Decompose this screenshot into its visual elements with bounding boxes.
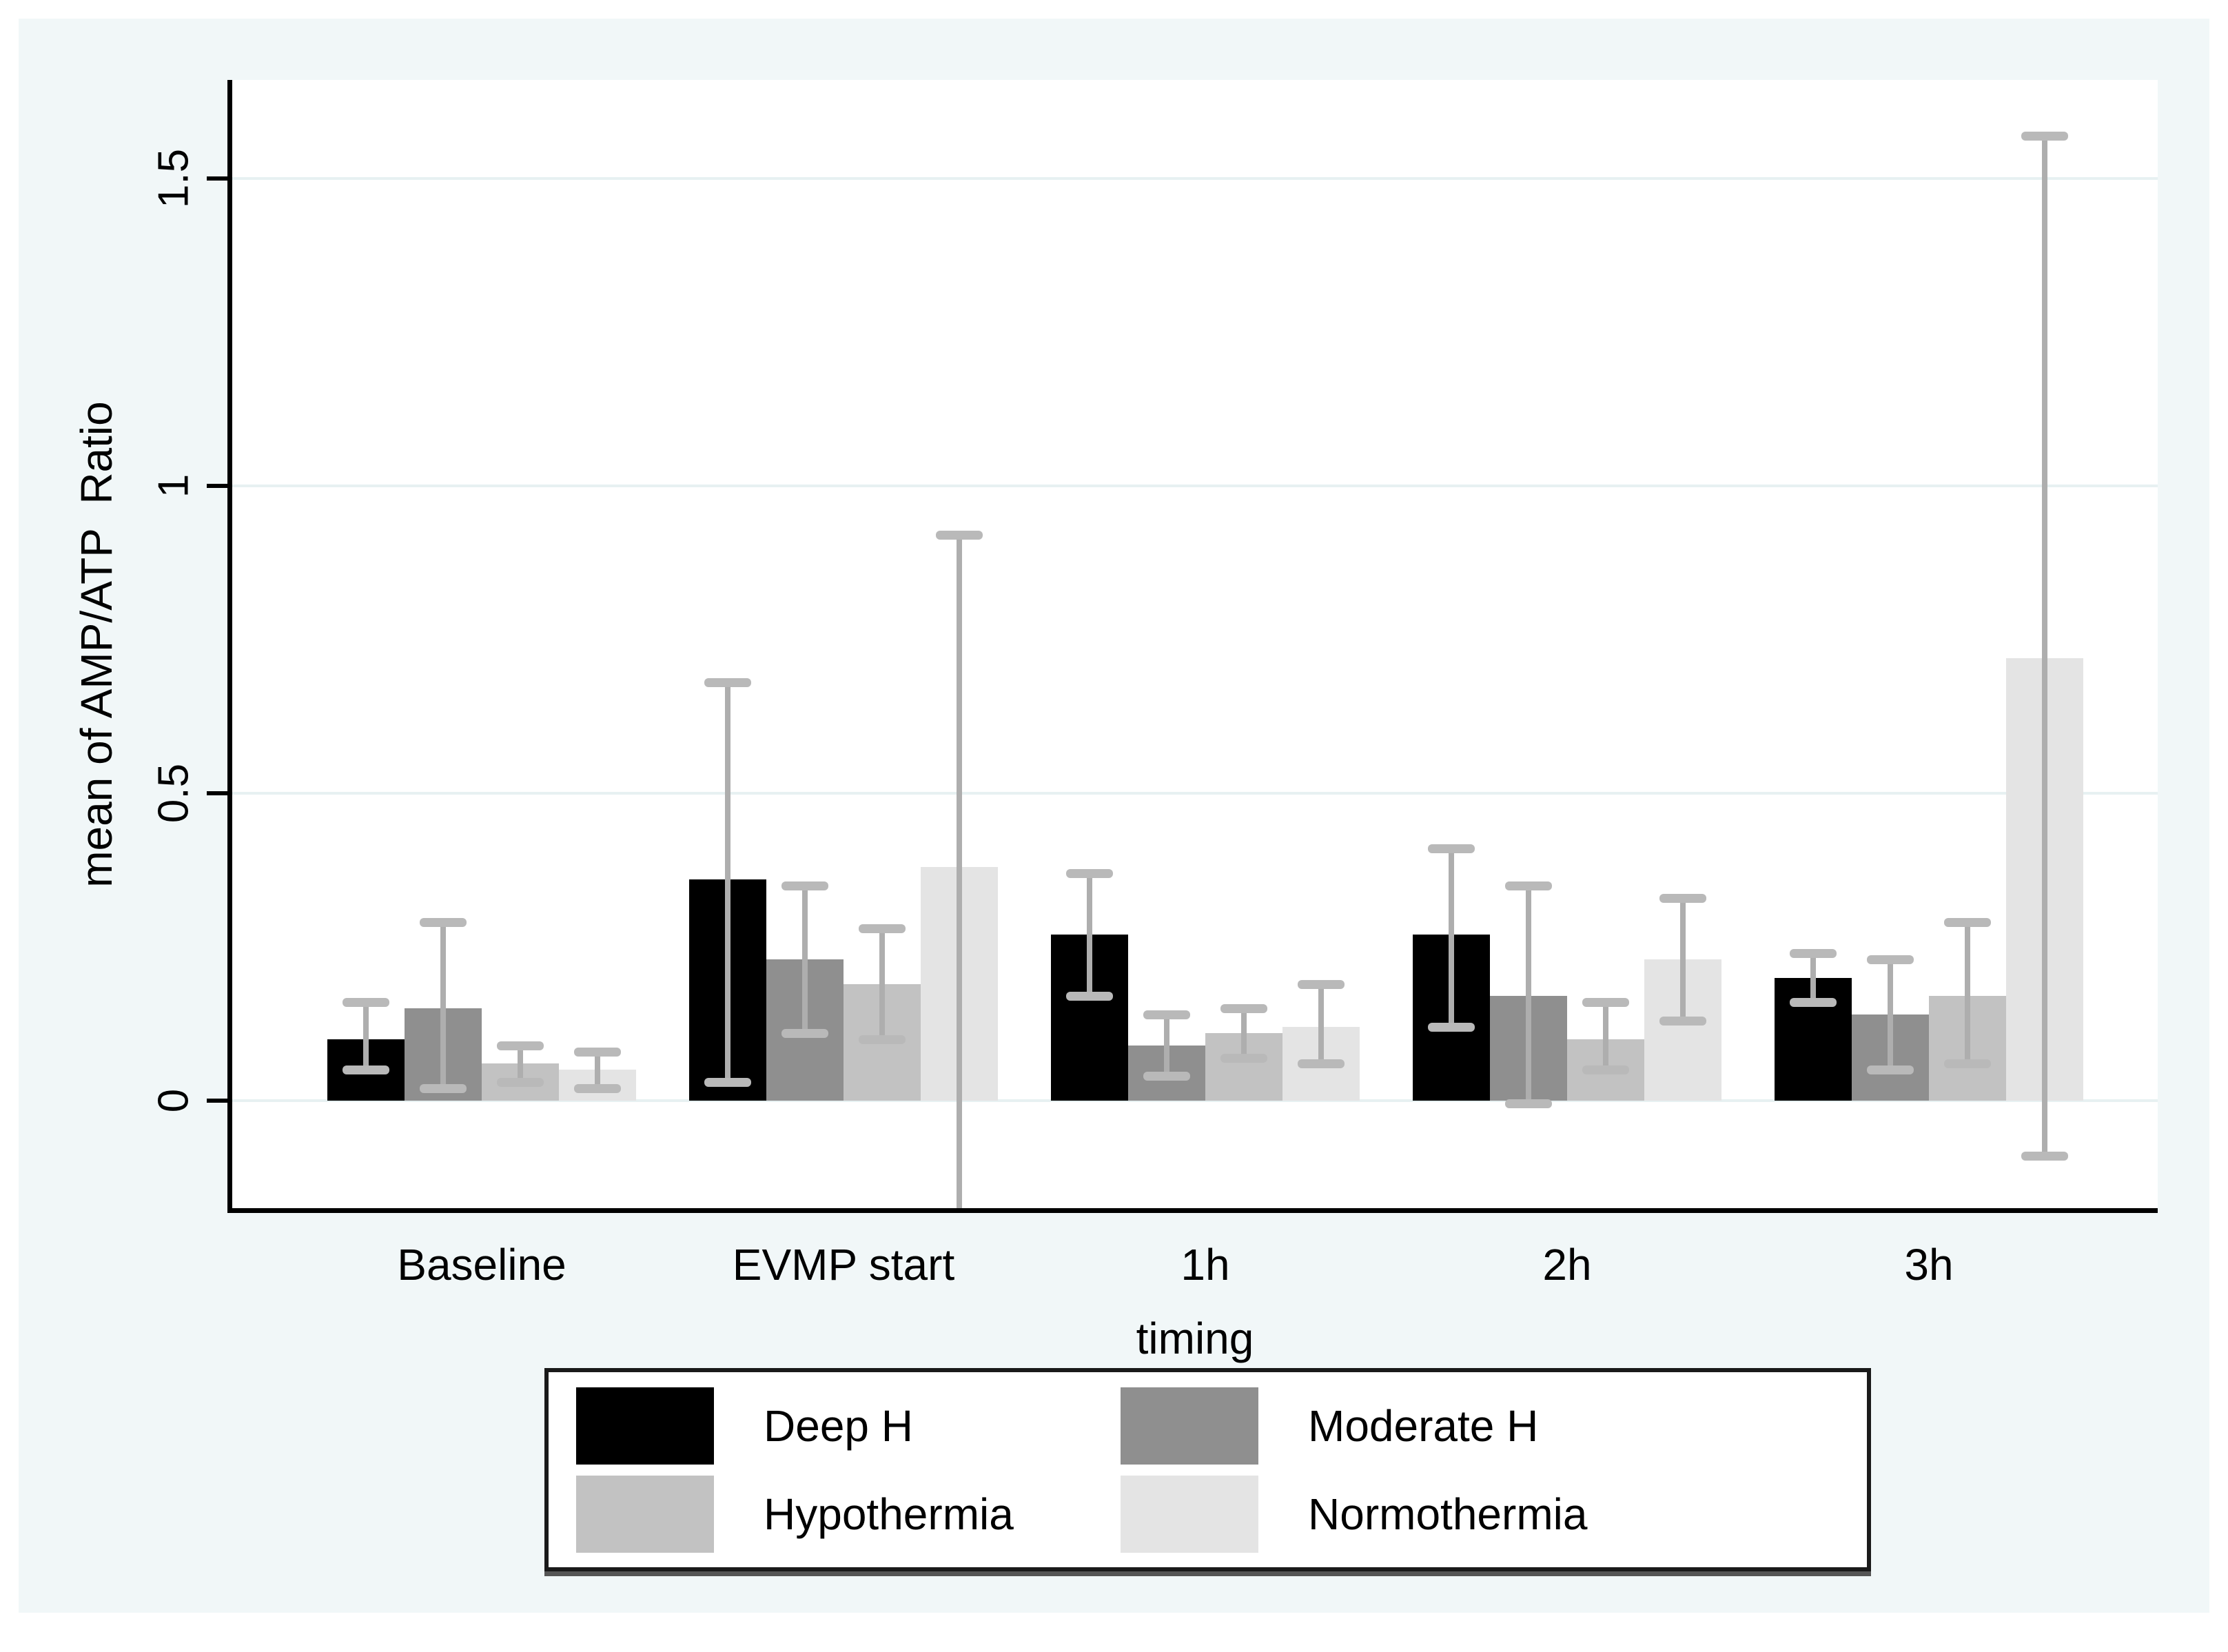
error-bar-cap-bottom-Normothermia-1h (1298, 1059, 1345, 1069)
legend-label-hypothermia: Hypothermia (764, 1489, 1014, 1539)
error-bar-spike-Hypothermia-2h (1603, 1002, 1608, 1070)
error-bar-cap-top-Hypothermia-EVMP start (859, 924, 906, 934)
error-bar-cap-bottom-Hypothermia-EVMP start (859, 1034, 906, 1044)
x-category-label-1h: 1h (1181, 1240, 1230, 1289)
error-bar-cap-bottom-Hypothermia-Baseline (497, 1078, 544, 1088)
error-bar-cap-top-Hypothermia-Baseline (497, 1041, 544, 1050)
error-bar-cap-top-Moderate H-EVMP start (781, 881, 828, 890)
error-bar-spike-Normothermia-1h (1318, 983, 1324, 1064)
y-tick-0 (207, 1099, 227, 1103)
y-tick-0.5 (207, 791, 227, 795)
legend-item-deep-h: Deep H (576, 1387, 913, 1465)
error-bar-cap-top-Moderate H-2h (1505, 881, 1552, 890)
x-category-label-3h: 3h (1904, 1240, 1954, 1289)
error-bar-spike-Normothermia-2h (1680, 897, 1686, 1021)
error-bar-cap-bottom-Moderate H-EVMP start (781, 1028, 828, 1038)
error-bar-cap-top-Hypothermia-1h (1220, 1004, 1267, 1014)
x-category-label-EVMP start: EVMP start (732, 1240, 955, 1289)
error-bar-spike-Moderate H-2h (1526, 885, 1531, 1104)
legend-label-normothermia: Normothermia (1308, 1489, 1588, 1539)
error-bar-cap-bottom-Deep H-1h (1066, 992, 1113, 1001)
error-bar-spike-Deep H-2h (1449, 848, 1454, 1027)
y-tick-1 (207, 484, 227, 488)
error-bar-cap-bottom-Moderate H-2h (1505, 1099, 1552, 1109)
legend-swatch-moderate-h (1121, 1387, 1258, 1465)
error-bar-spike-Hypothermia-1h (1241, 1008, 1247, 1058)
error-bar-cap-top-Deep H-Baseline (343, 998, 389, 1008)
error-bar-cap-top-Normothermia-1h (1298, 979, 1345, 989)
legend-swatch-normothermia (1121, 1476, 1258, 1553)
error-bar-cap-top-Normothermia-3h (2021, 131, 2068, 141)
legend-item-normothermia: Normothermia (1121, 1476, 1587, 1553)
error-bar-cap-top-Normothermia-Baseline (574, 1047, 621, 1057)
y-tick-label-1: 1 (150, 473, 198, 498)
legend-swatch-hypothermia (576, 1476, 714, 1553)
y-axis-title: mean of AMP/ATP Ratio (72, 401, 121, 888)
error-bar-cap-top-Deep H-3h (1790, 948, 1837, 958)
x-axis-line (227, 1208, 2158, 1213)
graph-area: mean of AMP/ATP Ratio timing Deep H Mode… (19, 19, 2209, 1613)
error-bar-cap-top-Deep H-1h (1066, 868, 1113, 878)
error-bar-cap-bottom-Moderate H-3h (1867, 1065, 1914, 1075)
error-bar-spike-Moderate H-3h (1888, 959, 1893, 1070)
error-bar-cap-top-Deep H-EVMP start (704, 678, 751, 688)
error-bar-spike-Hypothermia-EVMP start (879, 928, 885, 1039)
error-bar-cap-bottom-Hypothermia-1h (1220, 1053, 1267, 1063)
error-bar-cap-bottom-Moderate H-1h (1143, 1072, 1190, 1081)
legend-label-deep-h: Deep H (764, 1401, 913, 1451)
x-category-label-Baseline: Baseline (397, 1240, 566, 1289)
x-category-label-2h: 2h (1542, 1240, 1592, 1289)
legend: Deep H Moderate H Hypothermia Normotherm… (544, 1368, 1871, 1571)
error-bar-spike-Hypothermia-Baseline (518, 1045, 523, 1083)
error-bar-cap-top-Normothermia-EVMP start (936, 531, 983, 540)
error-bar-cap-bottom-Deep H-2h (1428, 1022, 1475, 1032)
error-bar-cap-bottom-Hypothermia-2h (1582, 1065, 1629, 1075)
y-tick-label-1.5: 1.5 (150, 148, 198, 209)
error-bar-spike-Normothermia-3h (2042, 135, 2047, 1156)
error-bar-spike-Moderate H-1h (1164, 1014, 1169, 1077)
error-bar-cap-bottom-Deep H-Baseline (343, 1065, 389, 1075)
gridline-1.5 (232, 177, 2158, 180)
error-bar-spike-Deep H-EVMP start (725, 682, 730, 1083)
legend-label-moderate-h: Moderate H (1308, 1401, 1539, 1451)
error-bar-spike-Normothermia-EVMP start (957, 535, 962, 1208)
error-bar-cap-bottom-Normothermia-Baseline (574, 1084, 621, 1094)
error-bar-cap-top-Normothermia-2h (1659, 893, 1706, 903)
gridline-0.5 (232, 792, 2158, 795)
legend-swatch-deep-h (576, 1387, 714, 1465)
error-bar-spike-Deep H-3h (1810, 952, 1816, 1003)
error-bar-spike-Deep H-1h (1087, 873, 1092, 997)
y-tick-label-0: 0 (150, 1088, 198, 1113)
error-bar-cap-bottom-Hypothermia-3h (1944, 1059, 1991, 1069)
gridline-0 (232, 1099, 2158, 1102)
error-bar-spike-Moderate H-EVMP start (802, 885, 808, 1033)
y-tick-label-0.5: 0.5 (150, 763, 198, 824)
error-bar-cap-top-Moderate H-3h (1867, 955, 1914, 964)
error-bar-cap-bottom-Moderate H-Baseline (420, 1084, 467, 1094)
error-bar-cap-bottom-Deep H-EVMP start (704, 1078, 751, 1088)
x-axis-title: timing (1136, 1314, 1254, 1363)
error-bar-cap-top-Deep H-2h (1428, 844, 1475, 854)
legend-item-moderate-h: Moderate H (1121, 1387, 1538, 1465)
legend-item-hypothermia: Hypothermia (576, 1476, 1014, 1553)
error-bar-spike-Hypothermia-3h (1965, 922, 1970, 1064)
error-bar-cap-bottom-Normothermia-2h (1659, 1017, 1706, 1026)
error-bar-cap-top-Moderate H-1h (1143, 1010, 1190, 1020)
error-bar-spike-Moderate H-Baseline (440, 922, 446, 1089)
y-tick-1.5 (207, 176, 227, 181)
y-axis-line (227, 80, 232, 1213)
error-bar-spike-Deep H-Baseline (363, 1002, 369, 1070)
error-bar-cap-bottom-Deep H-3h (1790, 998, 1837, 1008)
error-bar-spike-Normothermia-Baseline (595, 1051, 600, 1089)
error-bar-cap-bottom-Normothermia-3h (2021, 1152, 2068, 1161)
gridline-1 (232, 485, 2158, 487)
error-bar-cap-top-Hypothermia-3h (1944, 918, 1991, 928)
error-bar-cap-top-Moderate H-Baseline (420, 918, 467, 928)
error-bar-cap-top-Hypothermia-2h (1582, 998, 1629, 1008)
